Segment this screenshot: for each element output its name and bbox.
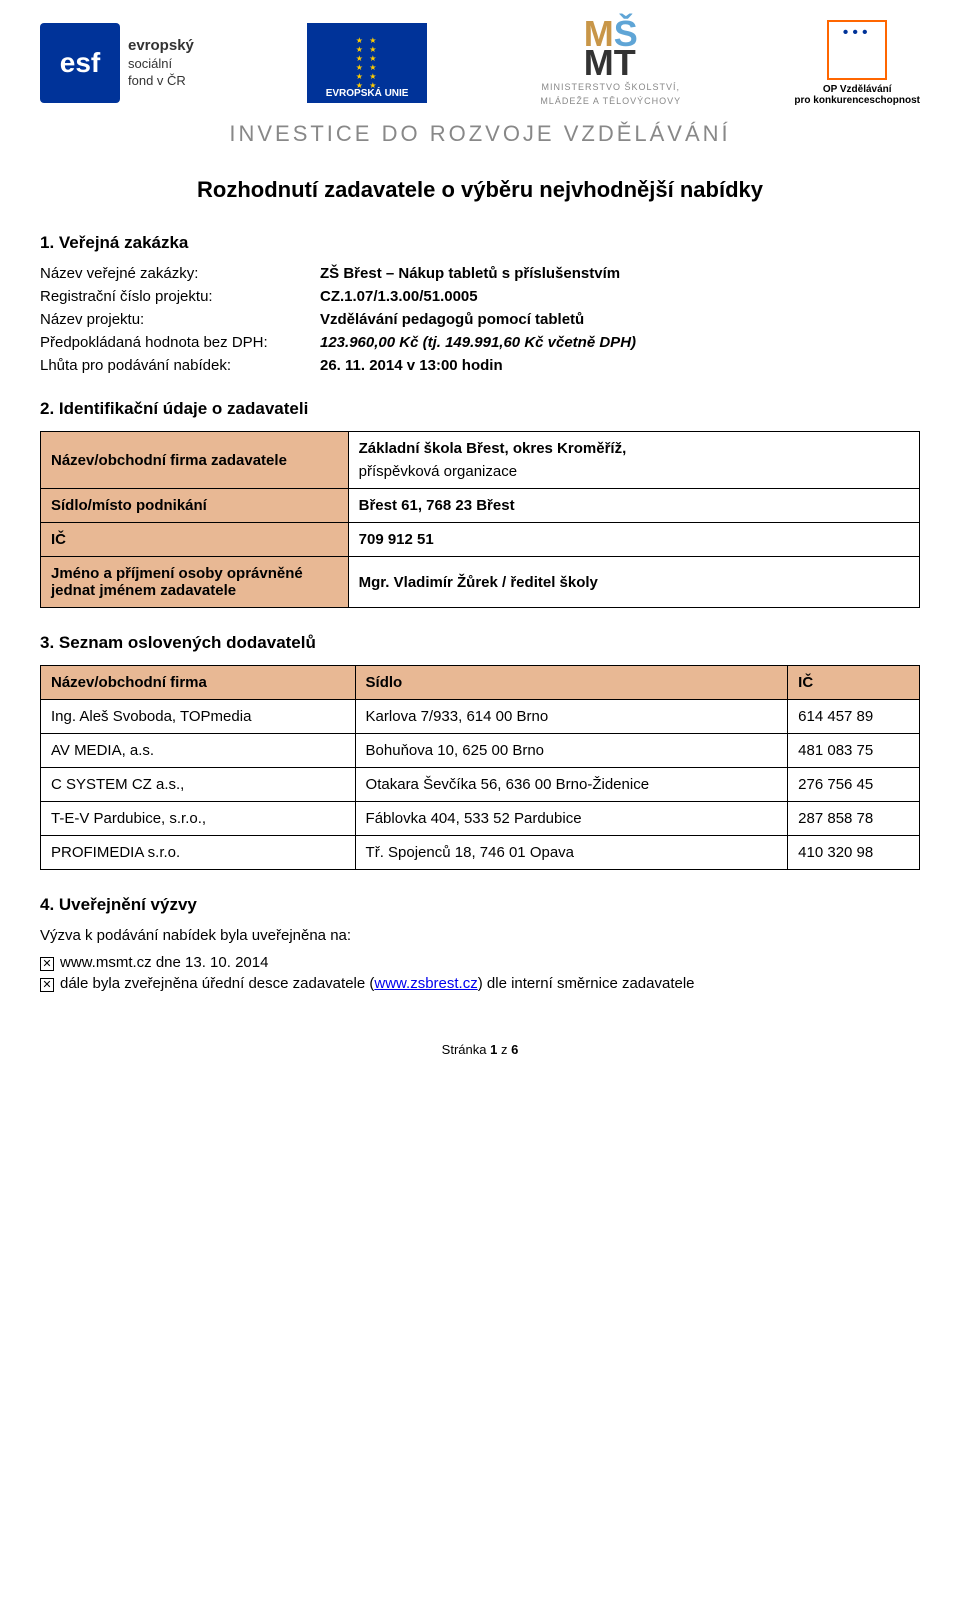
- info-label: Název projektu:: [40, 311, 320, 328]
- info-value: 26. 11. 2014 v 13:00 hodin: [320, 357, 920, 374]
- list-item: ✕ dále byla zveřejněna úřední desce zadav…: [40, 975, 920, 992]
- table-row: Ing. Aleš Svoboda, TOPmediaKarlova 7/933…: [41, 700, 920, 734]
- ident-label-cell: Sídlo/místo podnikání: [41, 489, 349, 523]
- msmt-logo: MŠ MT MINISTERSTVO ŠKOLSTVÍ, MLÁDEŽE A T…: [540, 20, 681, 106]
- eu-flag-icon: EVROPSKÁ UNIE: [307, 23, 427, 103]
- page-title: Rozhodnutí zadavatele o výběru nejvhodně…: [40, 177, 920, 203]
- investment-tagline: INVESTICE DO ROZVOJE VZDĚLÁVÁNÍ: [40, 121, 920, 147]
- supplier-cell: C SYSTEM CZ a.s.,: [41, 768, 356, 802]
- section3-heading: 3. Seznam oslovených dodavatelů: [40, 633, 920, 653]
- ident-value-cell: 709 912 51: [348, 523, 919, 557]
- table-row: AV MEDIA, a.s.Bohuňova 10, 625 00 Brno48…: [41, 734, 920, 768]
- section2-heading: 2. Identifikační údaje o zadavateli: [40, 399, 920, 419]
- info-value: CZ.1.07/1.3.00/51.0005: [320, 288, 920, 305]
- ident-table: Název/obchodní firma zadavateleZákladní …: [40, 431, 920, 608]
- publish-intro: Výzva k podávání nabídek byla uveřejněna…: [40, 927, 920, 944]
- info-list: Název veřejné zakázky: ZŠ Břest – Nákup …: [40, 265, 920, 374]
- suppliers-col-header: Sídlo: [355, 666, 788, 700]
- eu-label: EVROPSKÁ UNIE: [326, 88, 409, 99]
- supplier-cell: Karlova 7/933, 614 00 Brno: [355, 700, 788, 734]
- msmt-icon: MŠ MT: [584, 20, 638, 78]
- op-logo: OP Vzdělávání pro konkurenceschopnost: [794, 20, 920, 106]
- list-item-text: dále byla zveřejněna úřední desce zadava…: [60, 975, 695, 992]
- supplier-cell: AV MEDIA, a.s.: [41, 734, 356, 768]
- supplier-cell: 481 083 75: [788, 734, 920, 768]
- supplier-cell: 614 457 89: [788, 700, 920, 734]
- supplier-cell: Fáblovka 404, 533 52 Pardubice: [355, 802, 788, 836]
- msmt-line1: MINISTERSTVO ŠKOLSTVÍ,: [541, 82, 680, 92]
- table-row: Název/obchodní firma zadavateleZákladní …: [41, 432, 920, 489]
- supplier-cell: 410 320 98: [788, 836, 920, 870]
- ident-label-cell: Název/obchodní firma zadavatele: [41, 432, 349, 489]
- ident-value-cell: Mgr. Vladimír Žůrek / ředitel školy: [348, 557, 919, 608]
- footer-z: z: [501, 1042, 508, 1057]
- op-icon: [827, 20, 887, 80]
- op-text: OP Vzdělávání pro konkurenceschopnost: [794, 84, 920, 106]
- info-label: Registrační číslo projektu:: [40, 288, 320, 305]
- page-footer: Stránka 1 z 6: [40, 1042, 920, 1057]
- supplier-cell: Tř. Spojenců 18, 746 01 Opava: [355, 836, 788, 870]
- info-label: Název veřejné zakázky:: [40, 265, 320, 282]
- table-row: PROFIMEDIA s.r.o.Tř. Spojenců 18, 746 01…: [41, 836, 920, 870]
- checkbox-list: ✕ www.msmt.cz dne 13. 10. 2014 ✕ dále byla …: [40, 954, 920, 992]
- supplier-cell: T-E-V Pardubice, s.r.o.,: [41, 802, 356, 836]
- esf-logo: esf evropský sociální fond v ČR: [40, 23, 194, 103]
- supplier-cell: 276 756 45: [788, 768, 920, 802]
- esf-line2: sociální: [128, 56, 172, 71]
- table-row: Jméno a příjmení osoby oprávněné jednat …: [41, 557, 920, 608]
- table-row: T-E-V Pardubice, s.r.o.,Fáblovka 404, 53…: [41, 802, 920, 836]
- suppliers-table: Název/obchodní firmaSídloIČ Ing. Aleš Sv…: [40, 665, 920, 870]
- table-row: Sídlo/místo podnikáníBřest 61, 768 23 Bř…: [41, 489, 920, 523]
- eu-logo: EVROPSKÁ UNIE: [307, 23, 427, 103]
- suppliers-col-header: Název/obchodní firma: [41, 666, 356, 700]
- esf-line1: evropský: [128, 37, 194, 54]
- ident-value-cell: Břest 61, 768 23 Břest: [348, 489, 919, 523]
- supplier-cell: Bohuňova 10, 625 00 Brno: [355, 734, 788, 768]
- supplier-cell: Ing. Aleš Svoboda, TOPmedia: [41, 700, 356, 734]
- checkbox-icon: ✕: [40, 978, 54, 992]
- ident-value-cell: Základní škola Břest, okres Kroměříž,pří…: [348, 432, 919, 489]
- supplier-cell: PROFIMEDIA s.r.o.: [41, 836, 356, 870]
- table-row: IČ709 912 51: [41, 523, 920, 557]
- section1-heading: 1. Veřejná zakázka: [40, 233, 920, 253]
- supplier-cell: Otakara Ševčíka 56, 636 00 Brno-Židenice: [355, 768, 788, 802]
- logo-header: esf evropský sociální fond v ČR EVROPSKÁ…: [40, 20, 920, 106]
- ident-label-cell: IČ: [41, 523, 349, 557]
- eu-stars-icon: [342, 38, 392, 88]
- section4-heading: 4. Uveřejnění výzvy: [40, 895, 920, 915]
- list-item-text: www.msmt.cz dne 13. 10. 2014: [60, 954, 268, 971]
- ident-label-cell: Jméno a příjmení osoby oprávněné jednat …: [41, 557, 349, 608]
- footer-total: 6: [511, 1042, 518, 1057]
- suppliers-col-header: IČ: [788, 666, 920, 700]
- list-item: ✕ www.msmt.cz dne 13. 10. 2014: [40, 954, 920, 971]
- info-value: ZŠ Břest – Nákup tabletů s příslušenství…: [320, 265, 920, 282]
- table-row: C SYSTEM CZ a.s.,Otakara Ševčíka 56, 636…: [41, 768, 920, 802]
- esf-line3: fond v ČR: [128, 73, 186, 88]
- esf-icon: esf: [40, 23, 120, 103]
- esf-text: evropský sociální fond v ČR: [128, 36, 194, 89]
- info-value: Vzdělávání pedagogů pomocí tabletů: [320, 311, 920, 328]
- footer-prefix: Stránka: [442, 1042, 487, 1057]
- table-head-row: Název/obchodní firmaSídloIČ: [41, 666, 920, 700]
- info-label: Předpokládaná hodnota bez DPH:: [40, 334, 320, 351]
- op-line1: OP Vzdělávání: [823, 84, 892, 95]
- op-line2: pro konkurenceschopnost: [794, 95, 920, 106]
- external-link[interactable]: www.zsbrest.cz: [374, 975, 477, 992]
- info-value: 123.960,00 Kč (tj. 149.991,60 Kč včetně …: [320, 334, 636, 351]
- msmt-line2: MLÁDEŽE A TĚLOVÝCHOVY: [540, 96, 681, 106]
- info-label: Lhůta pro podávání nabídek:: [40, 357, 320, 374]
- footer-current: 1: [490, 1042, 497, 1057]
- supplier-cell: 287 858 78: [788, 802, 920, 836]
- checkbox-icon: ✕: [40, 957, 54, 971]
